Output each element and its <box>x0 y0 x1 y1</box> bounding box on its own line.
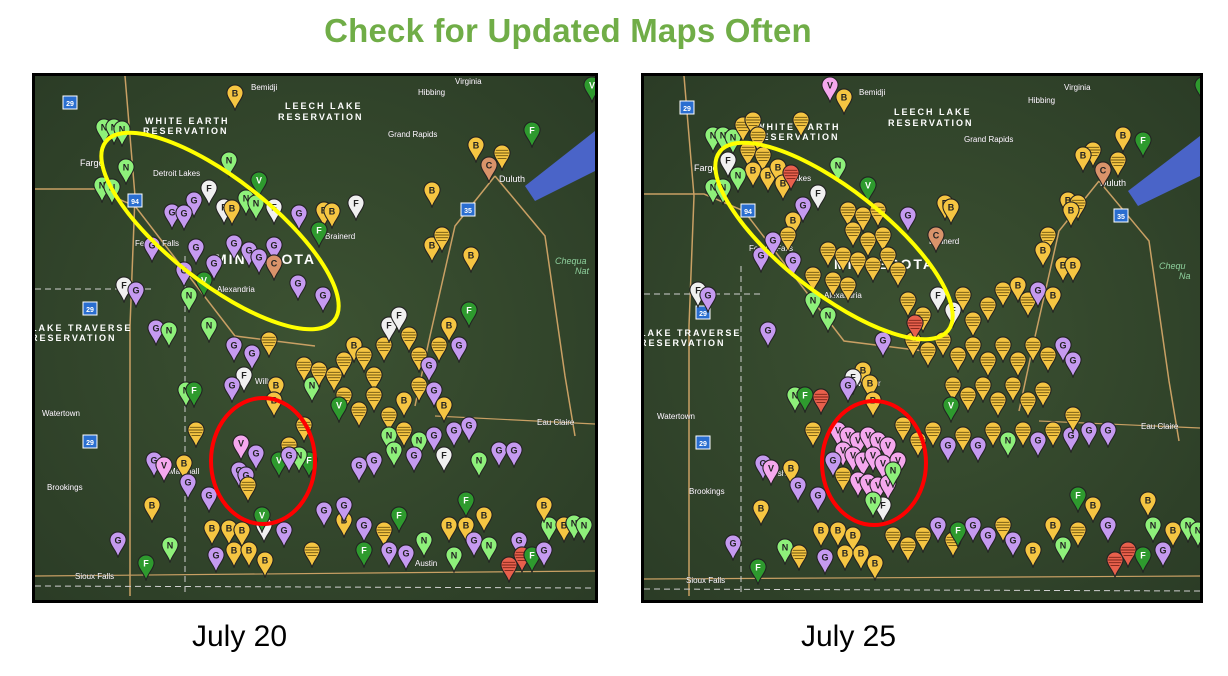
highlight-ellipse-south <box>820 399 928 527</box>
label-chequamegon-2: Nat <box>575 266 590 276</box>
caption-july-25: July 25 <box>801 620 897 653</box>
label-brainerd: Brainerd <box>325 232 355 241</box>
label-chequamegon-1: Chequ <box>1159 261 1186 271</box>
svg-text:35: 35 <box>464 208 472 215</box>
label-chequamegon-2: Na <box>1179 271 1191 281</box>
label-virginia: Virginia <box>1064 83 1091 92</box>
label-alexandria: Alexandria <box>217 285 255 294</box>
interstate-94-shield: 94 <box>740 203 756 218</box>
label-lake-traverse-2: RESERVATION <box>644 338 726 348</box>
label-leech-lake-1: LEECH LAKE <box>894 107 972 117</box>
label-grand-rapids: Grand Rapids <box>964 135 1013 144</box>
interstate-35-shield: 35 <box>460 202 476 217</box>
svg-text:29: 29 <box>66 101 74 108</box>
lake-superior <box>525 131 595 201</box>
label-chequamegon-1: Chequa <box>555 256 587 266</box>
interstate-29-shield: 29 <box>82 301 98 316</box>
label-watertown: Watertown <box>42 409 80 418</box>
label-sioux-falls: Sioux Falls <box>75 572 114 581</box>
label-bemidji: Bemidji <box>859 88 885 97</box>
svg-text:94: 94 <box>131 199 139 206</box>
label-bemidji: Bemidji <box>251 83 277 92</box>
label-leech-lake-2: RESERVATION <box>888 118 974 128</box>
label-brookings: Brookings <box>689 487 725 496</box>
highlight-ellipse-north <box>99 130 341 332</box>
map-canvas-july-20: B G N F V V F C 29 94 35 29 29 Bemidji <box>35 76 595 600</box>
svg-text:94: 94 <box>744 209 752 216</box>
svg-text:29: 29 <box>699 311 707 318</box>
label-austin: Austin <box>415 559 437 568</box>
map-july-25: B G N F V V F C 29 94 35 29 29 Bemidji V… <box>641 73 1203 603</box>
label-alexandria: Alexandria <box>824 291 862 300</box>
label-marshall: Marshall <box>764 469 794 478</box>
svg-text:35: 35 <box>1117 214 1125 221</box>
interstate-29-shield: 29 <box>62 95 78 110</box>
interstate-29-shield: 29 <box>82 434 98 449</box>
page-title: Check for Updated Maps Often <box>324 12 812 49</box>
label-duluth: Duluth <box>1100 178 1126 188</box>
svg-text:29: 29 <box>86 307 94 314</box>
label-leech-lake-1: LEECH LAKE <box>285 101 363 111</box>
svg-text:29: 29 <box>683 106 691 113</box>
label-watertown: Watertown <box>657 412 695 421</box>
label-lake-traverse-1: LAKE TRAVERSE <box>644 328 741 338</box>
caption-july-20: July 20 <box>192 620 288 653</box>
label-hibbing: Hibbing <box>1028 96 1055 105</box>
label-sioux-falls: Sioux Falls <box>686 576 725 585</box>
map-july-20: B G N F V V F C 29 94 35 29 29 Bemidji <box>32 73 598 603</box>
highlight-ellipse-south <box>209 396 317 526</box>
label-brainerd: Brainerd <box>929 237 959 246</box>
label-grand-rapids: Grand Rapids <box>388 130 437 139</box>
terrain <box>35 76 595 600</box>
svg-text:29: 29 <box>86 440 94 447</box>
lake-superior <box>1128 136 1200 206</box>
label-lake-traverse-2: RESERVATION <box>35 333 117 343</box>
label-white-earth-1: WHITE EARTH <box>145 116 230 126</box>
svg-text:29: 29 <box>699 441 707 448</box>
label-fargo: Fargo <box>80 158 104 168</box>
label-hibbing: Hibbing <box>418 88 445 97</box>
label-virginia: Virginia <box>455 77 482 86</box>
label-leech-lake-2: RESERVATION <box>278 112 364 122</box>
label-eau-claire: Eau Claire <box>1141 422 1179 431</box>
interstate-35-shield: 35 <box>1113 208 1129 223</box>
interstate-29-shield: 29 <box>695 435 711 450</box>
interstate-29-shield: 29 <box>679 100 695 115</box>
label-lake-traverse-1: LAKE TRAVERSE <box>35 323 132 333</box>
label-duluth: Duluth <box>499 174 525 184</box>
label-detroit-lakes: Detroit Lakes <box>153 169 200 178</box>
map-canvas-july-25: B G N F V V F C 29 94 35 29 29 Bemidji V… <box>644 76 1200 600</box>
label-white-earth-2: RESERVATION <box>754 132 840 142</box>
interstate-94-shield: 94 <box>127 193 143 208</box>
label-fargo: Fargo <box>694 163 718 173</box>
label-white-earth-2: RESERVATION <box>143 126 229 136</box>
highlight-ellipse-north <box>713 140 955 342</box>
label-brookings: Brookings <box>47 483 83 492</box>
label-eau-claire: Eau Claire <box>537 418 575 427</box>
